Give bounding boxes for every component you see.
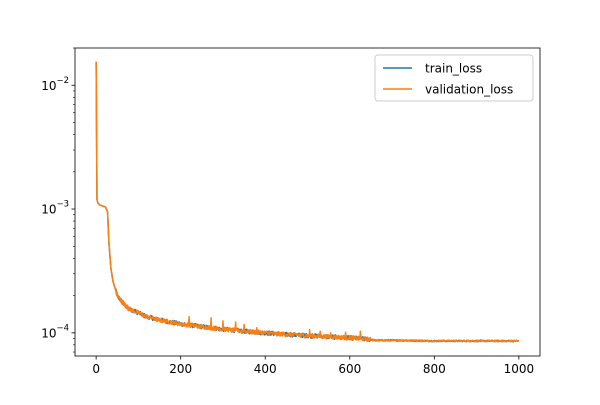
x-tick-label: 400 (254, 362, 277, 376)
x-tick-label: 200 (169, 362, 192, 376)
axes-layer: 0 200 400 600 800 1000 10−4 10−3 10−2 (41, 47, 541, 376)
legend-label-train-loss: train_loss (425, 62, 482, 76)
y-tick-label: 10−3 (41, 200, 69, 217)
x-tick-label: 600 (338, 362, 361, 376)
series-layer (95, 61, 520, 343)
x-tick-label: 800 (423, 362, 446, 376)
x-tick-label: 0 (92, 362, 100, 376)
legend-label-validation-loss: validation_loss (425, 83, 513, 97)
y-tick-label: 10−2 (41, 76, 69, 93)
x-tick-label: 1000 (504, 362, 535, 376)
axes-frame (74, 47, 541, 357)
legend: train_loss validation_loss (374, 54, 534, 102)
series-line-validation-loss (95, 61, 520, 343)
legend-frame (374, 54, 534, 102)
y-tick-label: 10−4 (41, 323, 69, 340)
